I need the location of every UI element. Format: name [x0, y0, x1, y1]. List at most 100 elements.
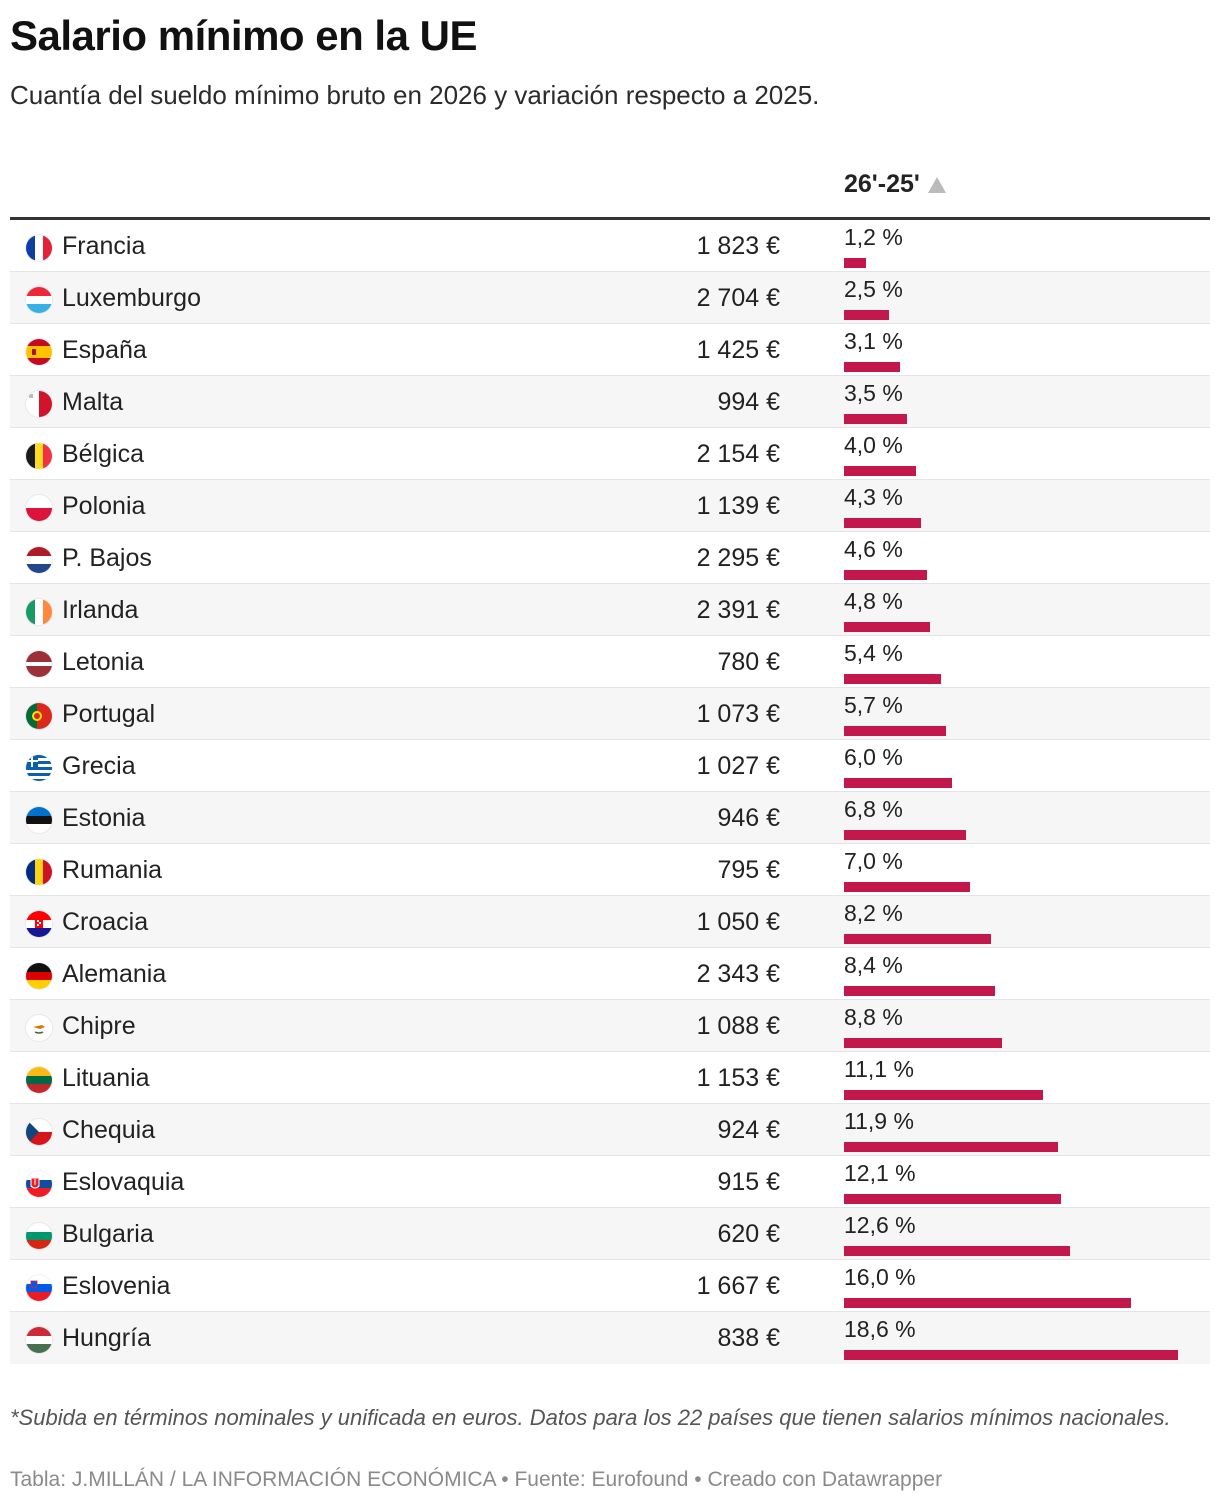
table-row: Polonia 1 139 € 4,3 % [10, 480, 1210, 532]
variation-label: 3,1 % [844, 328, 903, 354]
minimum-wage-value: 2 343 € [696, 960, 780, 988]
variation-label: 11,9 % [844, 1108, 914, 1134]
variation-bar [844, 726, 946, 736]
variation-bar [844, 258, 866, 268]
minimum-wage-value: 915 € [717, 1168, 780, 1196]
country-name: Lituania [62, 1064, 150, 1092]
minimum-wage-value: 838 € [717, 1324, 780, 1352]
table-row: Francia 1 823 € 1,2 % [10, 220, 1210, 272]
variation-label: 5,4 % [844, 640, 903, 666]
source-credit: Tabla: J.MILLÁN / LA INFORMACIÓN ECONÓMI… [10, 1468, 943, 1491]
bulgaria-flag-icon [26, 1223, 52, 1249]
minimum-wage-value: 620 € [717, 1220, 780, 1248]
estonia-flag-icon [26, 807, 52, 833]
minimum-wage-value: 1 153 € [696, 1064, 780, 1092]
variation-bar [844, 986, 995, 996]
table-row: Estonia 946 € 6,8 % [10, 792, 1210, 844]
country-name: Letonia [62, 648, 145, 676]
variation-label: 11,1 % [844, 1056, 914, 1082]
variation-bar [844, 362, 900, 372]
header-rule [10, 217, 1210, 220]
table-row: Rumania 795 € 7,0 % [10, 844, 1210, 896]
czechia-flag-icon [26, 1119, 52, 1145]
variation-bar [844, 570, 927, 580]
belgium-flag-icon [26, 443, 52, 469]
variation-label: 8,4 % [844, 952, 903, 978]
table-row: Eslovenia 1 667 € 16,0 % [10, 1260, 1210, 1312]
minimum-wage-value: 2 295 € [696, 544, 780, 572]
variation-label: 8,8 % [844, 1004, 903, 1030]
variation-bar [844, 518, 921, 528]
minimum-wage-value: 1 088 € [696, 1012, 780, 1040]
variation-bar [844, 1246, 1070, 1256]
table-row: Croacia 1 050 € 8,2 % [10, 896, 1210, 948]
minimum-wage-value: 924 € [717, 1116, 780, 1144]
variation-column-label: 26'-25' [844, 170, 920, 198]
minimum-wage-value: 2 704 € [696, 284, 780, 312]
cyprus-flag-icon [26, 1015, 52, 1041]
country-name: Croacia [62, 908, 149, 936]
footnote: *Subida en términos nominales y unificad… [10, 1405, 1171, 1430]
croatia-flag-icon [26, 911, 52, 937]
sort-ascending-icon[interactable] [927, 176, 946, 193]
table-row: Bélgica 2 154 € 4,0 % [10, 428, 1210, 480]
slovenia-flag-icon [26, 1275, 52, 1301]
portugal-flag-icon [26, 703, 52, 729]
variation-label: 7,0 % [844, 848, 903, 874]
variation-bar [844, 830, 966, 840]
chart-title: Salario mínimo en la UE [10, 12, 477, 59]
variation-label: 12,6 % [844, 1212, 916, 1238]
minimum-wage-value: 994 € [717, 388, 780, 416]
table-row: Lituania 1 153 € 11,1 % [10, 1052, 1210, 1104]
table-row: Grecia 1 027 € 6,0 % [10, 740, 1210, 792]
variation-column-header[interactable]: 26'-25' [844, 170, 946, 199]
variation-label: 4,8 % [844, 588, 903, 614]
table-row: Irlanda 2 391 € 4,8 % [10, 584, 1210, 636]
netherlands-flag-icon [26, 547, 52, 573]
country-name: España [62, 336, 147, 364]
table-row: España 1 425 € 3,1 % [10, 324, 1210, 376]
country-name: Grecia [62, 752, 136, 780]
country-name: Hungría [62, 1324, 151, 1352]
variation-bar [844, 934, 991, 944]
variation-bar [844, 674, 941, 684]
table-row: Eslovaquia 915 € 12,1 % [10, 1156, 1210, 1208]
country-name: Alemania [62, 960, 167, 988]
country-name: Estonia [62, 804, 146, 832]
variation-label: 12,1 % [844, 1160, 916, 1186]
variation-bar [844, 1038, 1002, 1048]
variation-label: 4,6 % [844, 536, 903, 562]
table-row: Malta 994 € 3,5 % [10, 376, 1210, 428]
greece-flag-icon [26, 755, 52, 781]
country-name: Bélgica [62, 440, 144, 468]
minimum-wage-value: 2 391 € [696, 596, 780, 624]
table-row: Alemania 2 343 € 8,4 % [10, 948, 1210, 1000]
variation-bar [844, 1350, 1178, 1360]
country-name: Francia [62, 232, 146, 260]
variation-label: 16,0 % [844, 1264, 916, 1290]
variation-bar [844, 1090, 1043, 1100]
country-name: P. Bajos [62, 544, 152, 572]
variation-label: 6,8 % [844, 796, 903, 822]
minimum-wage-value: 1 425 € [696, 336, 780, 364]
variation-label: 6,0 % [844, 744, 903, 770]
variation-bar [844, 414, 907, 424]
table-row: Chequia 924 € 11,9 % [10, 1104, 1210, 1156]
variation-bar [844, 1194, 1061, 1204]
country-name: Irlanda [62, 596, 139, 624]
country-name: Portugal [62, 700, 156, 728]
country-name: Luxemburgo [62, 284, 201, 312]
variation-label: 4,3 % [844, 484, 903, 510]
country-name: Malta [62, 388, 124, 416]
table-row: Luxemburgo 2 704 € 2,5 % [10, 272, 1210, 324]
data-table-body: Francia 1 823 € 1,2 % Luxemburgo 2 704 € 2,5 … [10, 220, 1210, 1364]
latvia-flag-icon [26, 651, 52, 677]
country-name: Rumania [62, 856, 163, 884]
minimum-wage-value: 1 139 € [696, 492, 780, 520]
variation-bar [844, 466, 916, 476]
country-name: Bulgaria [62, 1220, 154, 1248]
minimum-wage-value: 1 050 € [696, 908, 780, 936]
variation-bar [844, 1298, 1131, 1308]
variation-label: 2,5 % [844, 276, 903, 302]
variation-label: 1,2 % [844, 224, 903, 250]
